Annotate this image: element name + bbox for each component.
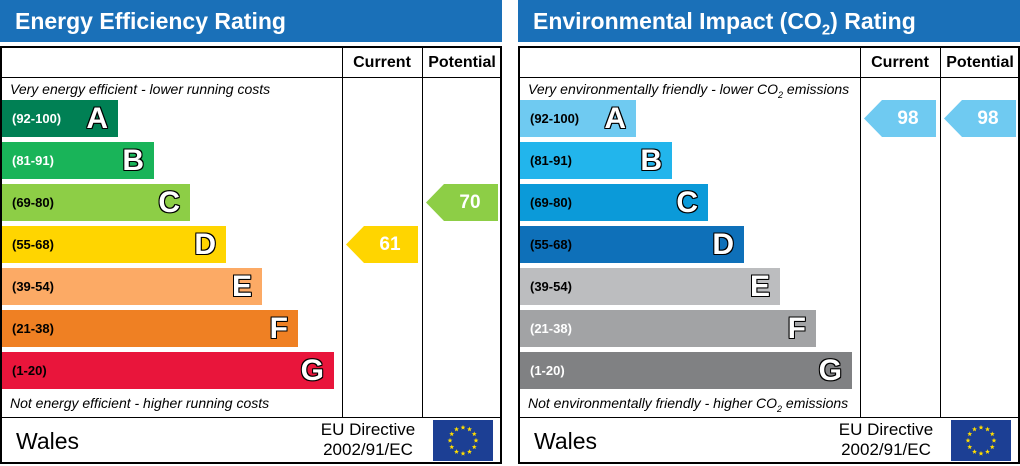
country-label: Wales [16,428,80,454]
directive-line-2: 2002/91/EC [323,440,413,459]
band-range-label: (21-38) [530,321,572,336]
current-rating-value: 98 [897,108,919,129]
directive-line-1: EU Directive [320,420,416,439]
chart-title: Energy Efficiency Rating [0,0,502,42]
band-letter: G [818,354,842,387]
band-letter: F [269,312,288,345]
top-note: Very environmentally friendly - lower CO… [528,81,850,100]
band-letter: D [194,228,216,261]
current-rating-arrow: 61 [346,226,418,263]
band-letter: D [712,228,734,261]
band-range-label: (39-54) [12,279,54,294]
rating-band-g: (1-20) G [520,352,852,389]
directive-line-1: EU Directive [838,420,934,439]
rating-band-g: (1-20) G [2,352,334,389]
band-letter: B [122,144,144,177]
rating-band-f: (21-38) F [2,310,298,347]
current-rating-value: 61 [379,234,401,255]
band-range-label: (69-80) [12,195,54,210]
chart-frame: Current Potential Very energy efficient … [0,46,502,464]
rating-band-c: (69-80) C [520,184,708,221]
potential-rating-value: 98 [977,108,999,129]
band-letter: A [604,102,626,135]
top-note: Very energy efficient - lower running co… [10,81,271,97]
band-range-label: (21-38) [12,321,54,336]
band-range-label: (69-80) [530,195,572,210]
bottom-note: Not energy efficient - higher running co… [10,395,270,411]
directive-line-2: 2002/91/EC [841,440,931,459]
band-range-label: (39-54) [530,279,572,294]
potential-rating-arrow: 98 [944,100,1016,137]
bottom-note: Not environmentally friendly - higher CO… [528,395,849,414]
eu-directive: EU Directive 2002/91/EC [830,420,942,460]
band-letter: F [787,312,806,345]
rating-band-b: (81-91) B [2,142,154,179]
current-column-header: Current [353,54,411,71]
band-range-label: (92-100) [12,111,62,126]
band-letter: B [640,144,662,177]
band-range-label: (81-91) [12,153,54,168]
eu-flag-icon [951,420,1011,461]
rating-band-e: (39-54) E [2,268,262,305]
rating-band-b: (81-91) B [520,142,672,179]
band-range-label: (92-100) [530,111,580,126]
rating-band-d: (55-68) D [520,226,744,263]
rating-band-d: (55-68) D [2,226,226,263]
rating-band-c: (69-80) C [2,184,190,221]
rating-band-a: (92-100) A [520,100,636,137]
current-rating-arrow: 98 [864,100,936,137]
band-letter: E [231,270,252,303]
environmental-impact-chart: Environmental Impact (CO2) Rating Curren… [518,0,1020,464]
current-column-header: Current [871,54,929,71]
rating-band-a: (92-100) A [2,100,118,137]
band-letter: G [300,354,324,387]
potential-column-header: Potential [428,54,496,71]
band-range-label: (55-68) [530,237,572,252]
eu-flag-icon [433,420,493,461]
rating-band-f: (21-38) F [520,310,816,347]
potential-rating-value: 70 [459,192,481,213]
band-range-label: (1-20) [530,363,565,378]
country-label: Wales [534,428,598,454]
eu-directive: EU Directive 2002/91/EC [312,420,424,460]
band-letter: C [158,186,180,219]
band-range-label: (81-91) [530,153,572,168]
chart-title: Environmental Impact (CO2) Rating [518,0,1020,42]
rating-band-e: (39-54) E [520,268,780,305]
potential-rating-arrow: 70 [426,184,498,221]
potential-column-header: Potential [946,54,1014,71]
chart-frame: Current Potential Very environmentally f… [518,46,1020,464]
band-range-label: (1-20) [12,363,47,378]
band-letter: A [86,102,108,135]
band-letter: C [676,186,698,219]
band-range-label: (55-68) [12,237,54,252]
energy-efficiency-chart: Energy Efficiency Rating Current Potenti… [0,0,502,464]
band-letter: E [749,270,770,303]
